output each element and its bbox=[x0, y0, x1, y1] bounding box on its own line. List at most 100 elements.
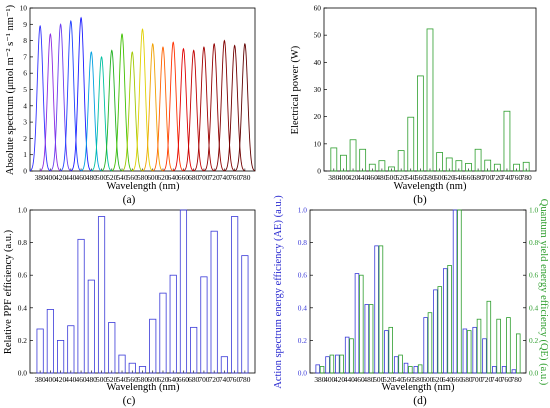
panel-a-x-tick-label: 540 bbox=[116, 173, 127, 182]
panel-b-x-tick-label: 680 bbox=[473, 173, 484, 182]
panel-a-spectrum-curve bbox=[173, 47, 194, 172]
panel-d-y-tick-label: 0.0 bbox=[298, 369, 308, 378]
panel-c-x-tick-label: 700 bbox=[198, 375, 209, 384]
panel-d-ae-bar bbox=[315, 364, 321, 374]
panel-d-qe-bar bbox=[427, 312, 433, 374]
panel-d-qe-bar bbox=[496, 318, 501, 374]
panel-b-bar bbox=[378, 160, 386, 172]
panel-d-ae-bar bbox=[393, 356, 399, 374]
panel-d-y2-tick-label: 1.0 bbox=[529, 206, 539, 215]
panel-c-x-tick-label: 640 bbox=[168, 375, 179, 384]
panel-a-y-tick-label: 0 bbox=[23, 167, 27, 176]
panel-d-label: (d) bbox=[413, 395, 427, 407]
panel-b-bar bbox=[445, 157, 453, 172]
panel-b-x-tick-label: 400 bbox=[338, 173, 349, 182]
panel-b-x-tick-label: 440 bbox=[357, 173, 368, 182]
panel-b-x-tick-label: 700 bbox=[482, 173, 493, 182]
panel-b-bar bbox=[368, 163, 376, 172]
panel-d-x-tick-label: 500 bbox=[373, 375, 384, 384]
panel-d-ae-bar bbox=[413, 366, 419, 374]
panel-d-qe-bar bbox=[349, 338, 354, 374]
panel-c-x-tick-label: 500 bbox=[96, 375, 107, 384]
panel-b-bar bbox=[513, 163, 520, 172]
panel-c-x-tick-label: 740 bbox=[219, 375, 230, 384]
panel-b-bar bbox=[340, 154, 347, 172]
panel-c-y-axis-title: Relative PPF efficiency (a.u.) bbox=[3, 229, 14, 354]
panel-a-x-tick-label: 740 bbox=[219, 173, 230, 182]
panel-d-x-tick-label: 480 bbox=[363, 375, 374, 384]
panel-c-x-tick-label: 780 bbox=[239, 375, 250, 384]
panel-d-x-tick-label: 420 bbox=[334, 375, 345, 384]
panel-a-x-tick-label: 780 bbox=[239, 173, 250, 182]
panel-d-qe-bar bbox=[319, 366, 325, 374]
panel-a-spectrum-curve bbox=[70, 16, 92, 172]
panel-d-ae-bar bbox=[511, 369, 517, 374]
panel-b-y-tick-label: 40 bbox=[314, 58, 322, 67]
panel-b-y-tick-label: 30 bbox=[314, 85, 322, 94]
panel-d-y-axis-title: Action spectrum energy efficiency (AE) (… bbox=[273, 195, 284, 389]
panel-d-x-tick-label: 620 bbox=[432, 375, 443, 384]
panel-b-bar bbox=[397, 150, 405, 172]
panel-a-x-tick-label: 700 bbox=[198, 173, 209, 182]
panel-a-spectrum-curve bbox=[183, 49, 205, 172]
panel-a-label: (a) bbox=[123, 194, 136, 206]
panel-b-electrical-power: 0 10 20 30 40 50 60 38040042044046048050052054… bbox=[290, 4, 537, 206]
panel-c-bar bbox=[210, 230, 218, 374]
panel-c-bar bbox=[118, 354, 126, 374]
panel-b-y-axis-title: Electrical power (W) bbox=[290, 45, 301, 134]
panel-c-x-tick-label: 480 bbox=[86, 375, 97, 384]
panel-a-y-tick-label: 1 bbox=[23, 150, 27, 159]
panel-b-x-tick-label: 600 bbox=[434, 173, 445, 182]
panel-b-x-tick-label: 460 bbox=[367, 173, 378, 182]
panel-d-x-tick-label: 680 bbox=[462, 375, 473, 384]
panel-d-ae-bar bbox=[501, 366, 507, 374]
panel-c-x-tick-label: 720 bbox=[209, 375, 220, 384]
panel-c-y-tick-label: 0.8 bbox=[18, 238, 28, 247]
panel-c-bar bbox=[149, 318, 157, 374]
panel-b-x-axis-title: Wavelength (nm) bbox=[394, 181, 467, 192]
panel-b-x-tick-label: 740 bbox=[501, 173, 512, 182]
panel-b-bar bbox=[407, 116, 415, 172]
panel-d-y2-tick-label: 0.4 bbox=[529, 303, 539, 312]
panel-b-y-tick-label: 10 bbox=[314, 139, 322, 148]
panel-c-y-tick-label: 0.2 bbox=[18, 336, 28, 345]
panel-d-y2-tick-label: 0.2 bbox=[529, 336, 539, 345]
panel-c-bar bbox=[97, 216, 106, 374]
panel-b-x-tick-label: 620 bbox=[444, 173, 455, 182]
panel-a-spectrum-curve bbox=[203, 42, 225, 172]
panel-b-bar bbox=[359, 148, 367, 172]
panel-d-y2-tick-label: 0.6 bbox=[529, 271, 539, 280]
panel-d-x-tick-label: 400 bbox=[324, 375, 335, 384]
panel-d-ae-bar bbox=[472, 326, 477, 374]
panel-c-x-tick-label: 680 bbox=[188, 375, 199, 384]
panel-c-bar bbox=[190, 326, 198, 374]
panel-d-ae-bar bbox=[492, 366, 497, 374]
panel-d-x-tick-label: 560 bbox=[403, 375, 414, 384]
panel-c-bar bbox=[57, 339, 65, 374]
panel-a-spectrum-curve bbox=[111, 33, 133, 172]
panel-b-bar bbox=[349, 139, 357, 172]
panel-b-x-tick-label: 640 bbox=[453, 173, 464, 182]
panel-a-x-tick-label: 580 bbox=[137, 173, 148, 182]
panel-b-bar bbox=[416, 75, 424, 172]
panel-d-x-tick-label: 760 bbox=[501, 375, 512, 384]
panel-c-y-tick-label: 1.0 bbox=[18, 206, 28, 215]
panel-d-x-tick-label: 380 bbox=[314, 375, 325, 384]
panel-d-x-tick-label: 720 bbox=[481, 375, 492, 384]
panel-c-x-tick-label: 520 bbox=[106, 375, 117, 384]
panel-c-relative-ppf-efficiency: 0.0 0.2 0.4 0.6 0.8 1.0 380 400 420 440 460 480 500… bbox=[3, 206, 256, 407]
panel-d-qe-bar bbox=[359, 274, 364, 374]
panel-d-qe-bar bbox=[515, 333, 521, 374]
panel-a-spectrum-curve bbox=[234, 42, 256, 172]
panel-d-qe-bar bbox=[506, 317, 511, 374]
panel-d-y-tick-label: 0.8 bbox=[298, 238, 308, 247]
panel-a-x-tick-label: 720 bbox=[209, 173, 220, 182]
panel-b-x-tick-label: 480 bbox=[376, 173, 387, 182]
panel-a-x-tick-label: 560 bbox=[127, 173, 138, 182]
panel-c-x-tick-label: 560 bbox=[127, 375, 138, 384]
panel-c-x-tick-label: 540 bbox=[116, 375, 127, 384]
panel-d-qe-bar bbox=[398, 354, 403, 374]
panel-b-x-tick-label: 560 bbox=[415, 173, 426, 182]
panel-d-qe-bar bbox=[486, 300, 492, 374]
panel-b-x-tick-label: 720 bbox=[492, 173, 503, 182]
